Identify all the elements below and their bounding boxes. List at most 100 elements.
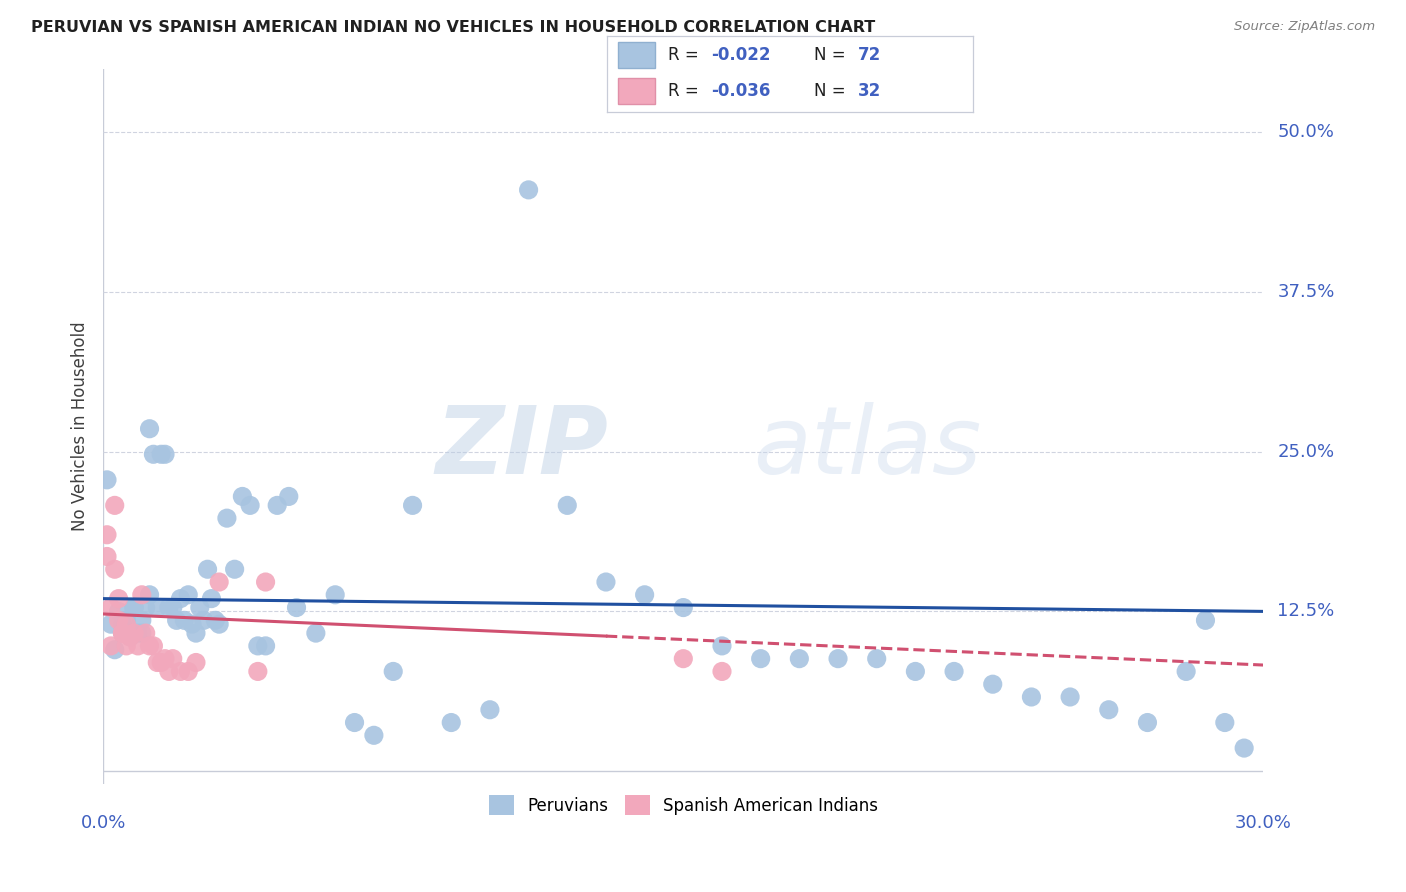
Point	[672, 651, 695, 665]
Point	[96, 549, 118, 564]
Point	[127, 626, 149, 640]
Point	[146, 656, 169, 670]
Point	[162, 651, 184, 665]
Text: N =: N =	[814, 45, 851, 63]
Text: -0.036: -0.036	[711, 82, 770, 100]
Text: Source: ZipAtlas.com: Source: ZipAtlas.com	[1234, 20, 1375, 33]
Point	[1175, 665, 1198, 679]
Point	[111, 626, 134, 640]
Point	[184, 626, 207, 640]
Point	[122, 600, 145, 615]
Point	[1213, 715, 1236, 730]
Point	[120, 630, 142, 644]
Point	[595, 574, 617, 589]
Point	[122, 600, 145, 615]
Point	[208, 617, 231, 632]
Point	[266, 499, 288, 513]
Point	[1021, 690, 1043, 704]
Point	[115, 639, 138, 653]
Point	[285, 600, 308, 615]
Text: 30.0%: 30.0%	[1234, 814, 1292, 832]
Point	[1136, 715, 1159, 730]
Point	[224, 562, 246, 576]
Point	[100, 617, 122, 632]
Point	[363, 728, 385, 742]
Point	[231, 490, 253, 504]
Point	[239, 499, 262, 513]
Point	[208, 574, 231, 589]
Point	[711, 639, 734, 653]
Text: 25.0%: 25.0%	[1278, 442, 1334, 461]
Point	[111, 626, 134, 640]
Point	[138, 639, 160, 653]
Point	[193, 613, 215, 627]
Point	[100, 600, 122, 615]
Point	[382, 665, 405, 679]
Point	[215, 511, 238, 525]
Point	[131, 588, 153, 602]
Point	[1233, 741, 1256, 756]
Point	[111, 617, 134, 632]
Point	[440, 715, 463, 730]
Point	[401, 499, 423, 513]
Point	[96, 528, 118, 542]
Point	[711, 665, 734, 679]
Point	[181, 617, 204, 632]
Point	[131, 626, 153, 640]
Point	[142, 447, 165, 461]
Text: -0.022: -0.022	[711, 45, 770, 63]
Text: R =: R =	[668, 45, 704, 63]
Point	[254, 639, 277, 653]
Y-axis label: No Vehicles in Household: No Vehicles in Household	[72, 321, 89, 531]
Point	[104, 562, 127, 576]
Point	[943, 665, 966, 679]
Text: atlas: atlas	[754, 402, 981, 493]
Point	[1059, 690, 1081, 704]
Point	[478, 703, 501, 717]
Text: 32: 32	[858, 82, 882, 100]
Bar	[619, 78, 655, 104]
Point	[162, 600, 184, 615]
Point	[153, 447, 176, 461]
Point	[157, 600, 180, 615]
Point	[343, 715, 366, 730]
Text: 12.5%: 12.5%	[1278, 602, 1334, 621]
Point	[138, 588, 160, 602]
Point	[981, 677, 1004, 691]
Point	[169, 591, 191, 606]
Point	[323, 588, 346, 602]
Point	[169, 665, 191, 679]
Point	[111, 626, 134, 640]
Point	[827, 651, 849, 665]
Point	[246, 665, 269, 679]
Point	[197, 562, 219, 576]
Point	[254, 574, 277, 589]
Point	[100, 639, 122, 653]
Point	[184, 656, 207, 670]
Text: 37.5%: 37.5%	[1278, 283, 1334, 301]
Text: R =: R =	[668, 82, 704, 100]
Point	[120, 630, 142, 644]
Point	[866, 651, 889, 665]
Point	[200, 591, 222, 606]
Text: ZIP: ZIP	[434, 401, 607, 493]
Point	[131, 613, 153, 627]
Bar	[619, 42, 655, 68]
Text: 72: 72	[858, 45, 882, 63]
Point	[177, 665, 200, 679]
Point	[633, 588, 655, 602]
Point	[122, 626, 145, 640]
Point	[177, 588, 200, 602]
Point	[107, 591, 129, 606]
Text: N =: N =	[814, 82, 851, 100]
Point	[150, 656, 173, 670]
Text: PERUVIAN VS SPANISH AMERICAN INDIAN NO VEHICLES IN HOUSEHOLD CORRELATION CHART: PERUVIAN VS SPANISH AMERICAN INDIAN NO V…	[31, 20, 875, 35]
Point	[305, 626, 328, 640]
Point	[246, 639, 269, 653]
Point	[173, 613, 195, 627]
Point	[153, 651, 176, 665]
Point	[789, 651, 811, 665]
Point	[104, 499, 127, 513]
Legend: Peruvians, Spanish American Indians: Peruvians, Spanish American Indians	[482, 789, 884, 822]
Point	[904, 665, 927, 679]
